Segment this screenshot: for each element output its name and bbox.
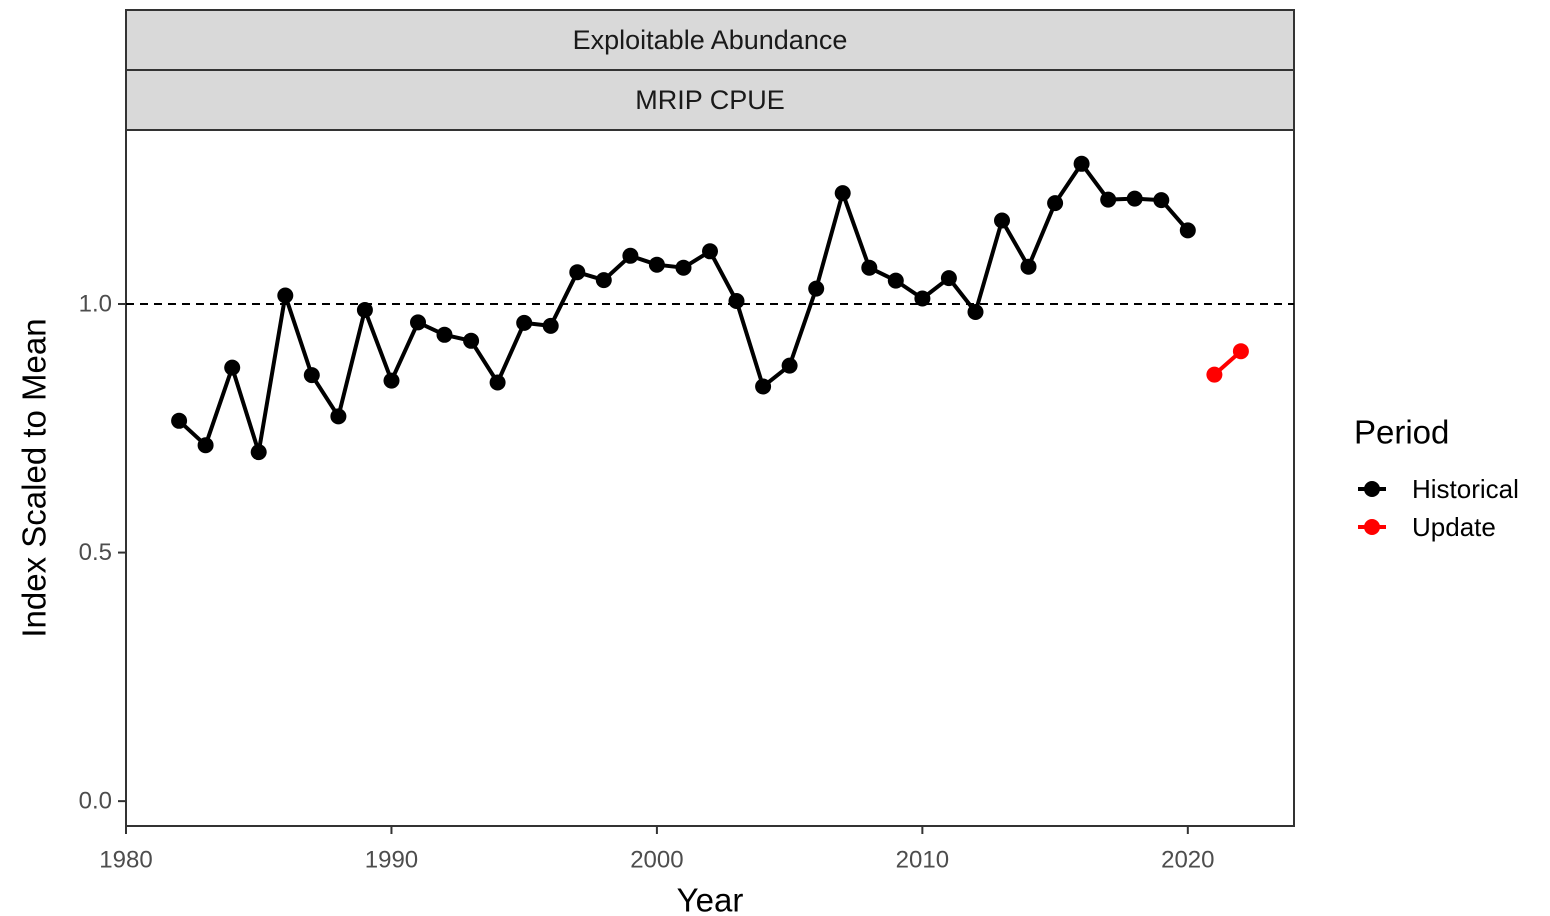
data-point-historical-2017	[1100, 191, 1117, 208]
legend-key-point-update	[1364, 519, 1380, 535]
data-point-historical-2002	[702, 243, 718, 260]
data-point-historical-1982	[171, 412, 188, 429]
data-point-historical-1999	[622, 247, 639, 264]
data-point-historical-1996	[542, 317, 559, 334]
x-axis-title: Year	[677, 882, 744, 916]
x-tick-label-2010: 2010	[896, 847, 949, 874]
x-axis: 1980 1990 2000 2010 2020	[99, 826, 1215, 874]
data-point-historical-2019	[1153, 192, 1170, 209]
data-point-historical-2011	[940, 270, 957, 287]
data-point-historical-1989	[356, 302, 373, 318]
y-tick-label-1: 0.5	[79, 539, 112, 566]
data-point-historical-1984	[224, 359, 241, 376]
data-point-historical-2003	[728, 293, 745, 309]
data-point-historical-2001	[675, 259, 692, 276]
legend-label-update: Update	[1412, 512, 1496, 542]
data-point-historical-1998	[595, 272, 612, 289]
data-point-historical-2013	[994, 212, 1010, 229]
data-point-historical-1988	[330, 408, 347, 425]
data-point-historical-2016	[1073, 155, 1090, 172]
facet-strips: Exploitable Abundance MRIP CPUE	[125, 9, 1295, 131]
strip-label-outer: Exploitable Abundance	[573, 25, 848, 55]
legend: Period Historical Update	[1354, 414, 1519, 543]
data-point-historical-2020	[1179, 222, 1196, 239]
series-layer	[171, 155, 1249, 461]
data-point-historical-2006	[808, 280, 825, 297]
data-point-historical-2010	[914, 290, 931, 307]
data-point-historical-1993	[463, 332, 480, 349]
x-tick-label-1980: 1980	[99, 847, 152, 874]
y-tick-label-2: 1.0	[79, 291, 112, 318]
data-point-historical-2014	[1020, 258, 1037, 275]
legend-title: Period	[1354, 414, 1449, 451]
x-tick-label-1990: 1990	[365, 847, 418, 874]
data-point-historical-2005	[781, 357, 798, 374]
legend-item-historical: Historical	[1358, 474, 1519, 504]
data-point-historical-1991	[410, 314, 426, 331]
x-tick-label-2020: 2020	[1161, 847, 1214, 874]
data-point-update-2022	[1232, 343, 1249, 360]
x-tick-label-2000: 2000	[630, 847, 683, 874]
series-update	[1206, 343, 1249, 383]
legend-items: Historical Update	[1358, 474, 1519, 542]
data-point-historical-1994	[489, 374, 506, 391]
legend-item-update: Update	[1358, 512, 1496, 542]
plot-panel	[125, 129, 1295, 827]
data-point-update-2021	[1206, 366, 1223, 383]
data-point-historical-1992	[436, 326, 453, 343]
data-point-historical-2009	[887, 272, 904, 289]
legend-key-point-historical	[1364, 481, 1380, 497]
strip-box-1	[125, 9, 1295, 71]
data-point-historical-1986	[277, 287, 294, 304]
strip-label-inner: MRIP CPUE	[635, 85, 785, 115]
y-axis: 0.0 0.5 1.0	[79, 291, 126, 815]
data-point-historical-2015	[1047, 195, 1064, 212]
data-point-historical-2012	[967, 304, 984, 320]
legend-label-historical: Historical	[1412, 474, 1519, 504]
data-point-historical-2018	[1126, 190, 1143, 207]
data-point-historical-2000	[648, 256, 665, 273]
data-point-historical-2007	[834, 185, 851, 202]
data-point-historical-1997	[569, 264, 586, 281]
data-point-historical-2004	[755, 378, 772, 395]
y-axis-title: Index Scaled to Mean	[16, 318, 53, 637]
data-point-historical-1995	[516, 314, 533, 331]
data-point-historical-1987	[303, 367, 320, 384]
strip-box-2	[125, 69, 1295, 131]
data-point-historical-1985	[250, 444, 267, 461]
data-point-historical-1983	[197, 437, 214, 454]
data-point-historical-2008	[861, 259, 878, 276]
y-tick-label-0: 0.0	[79, 788, 112, 815]
data-point-historical-1990	[383, 372, 400, 389]
series-historical	[171, 155, 1196, 461]
